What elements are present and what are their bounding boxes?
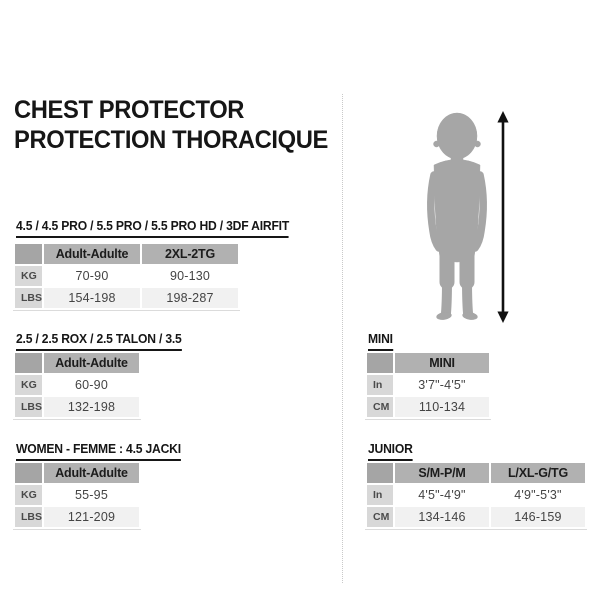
size-table-adult-25: Adult-Adulte KG 60-90 LBS 132-198 <box>13 351 141 419</box>
size-value-cell: 132-198 <box>44 397 139 417</box>
size-value-cell: 3'7"-4'5" <box>395 375 489 395</box>
heading-mini: MINI <box>368 332 393 351</box>
size-value-cell: 70-90 <box>44 266 140 286</box>
row-label: In <box>367 485 393 505</box>
table-row: LBS 132-198 <box>15 397 139 417</box>
size-value-cell: 55-95 <box>44 485 139 505</box>
size-value-cell: 146-159 <box>491 507 585 527</box>
size-table: Adult-Adulte 2XL-2TG KG 70-90 90-130 LBS 154-1… <box>13 242 240 310</box>
size-table-mini: MINI In 3'7"-4'5" CM 110-134 <box>365 351 491 419</box>
corner-cell <box>15 244 42 264</box>
column-header: Adult-Adulte <box>44 353 139 373</box>
row-label: In <box>367 375 393 395</box>
column-header: Adult-Adulte <box>44 463 139 483</box>
height-arrow <box>495 111 511 323</box>
heading-adult-45: 4.5 / 4.5 PRO / 5.5 PRO / 5.5 PRO HD / 3… <box>16 219 289 238</box>
row-label: KG <box>15 485 42 505</box>
row-label: LBS <box>15 397 42 417</box>
page-title: CHEST PROTECTOR PROTECTION THORACIQUE <box>14 95 328 155</box>
table-row: CM 134-146 146-159 <box>367 507 585 527</box>
size-value-cell: 60-90 <box>44 375 139 395</box>
size-value-cell: 154-198 <box>44 288 140 308</box>
heading-women: WOMEN - FEMME : 4.5 JACKI <box>16 442 181 461</box>
heading-adult-25: 2.5 / 2.5 ROX / 2.5 TALON / 3.5 <box>16 332 182 351</box>
size-table: MINI In 3'7"-4'5" CM 110-134 <box>365 351 491 419</box>
corner-cell <box>15 463 42 483</box>
column-header: 2XL-2TG <box>142 244 238 264</box>
corner-cell <box>15 353 42 373</box>
size-value-cell: 4'9"-5'3" <box>491 485 585 505</box>
size-value-cell: 4'5"-4'9" <box>395 485 489 505</box>
size-value-cell: 90-130 <box>142 266 238 286</box>
dotted-divider <box>342 94 343 583</box>
table-row: KG 55-95 <box>15 485 139 505</box>
row-label: LBS <box>15 507 42 527</box>
table-row: KG 60-90 <box>15 375 139 395</box>
page-title-fr: PROTECTION THORACIQUE <box>14 126 328 154</box>
size-value-cell: 121-209 <box>44 507 139 527</box>
row-label: CM <box>367 507 393 527</box>
row-label: KG <box>15 375 42 395</box>
row-label: LBS <box>15 288 42 308</box>
heading-junior: JUNIOR <box>368 442 413 461</box>
size-table: Adult-Adulte KG 55-95 LBS 121-209 <box>13 461 141 529</box>
table-row: In 3'7"-4'5" <box>367 375 489 395</box>
size-value-cell: 134-146 <box>395 507 489 527</box>
size-table: Adult-Adulte KG 60-90 LBS 132-198 <box>13 351 141 419</box>
size-table: S/M-P/M L/XL-G/TG In 4'5"-4'9" 4'9"-5'3" CM 13… <box>365 461 587 529</box>
size-table-adult-45: Adult-Adulte 2XL-2TG KG 70-90 90-130 LBS 154-1… <box>13 242 240 310</box>
size-table-junior: S/M-P/M L/XL-G/TG In 4'5"-4'9" 4'9"-5'3" CM 13… <box>365 461 587 529</box>
corner-cell <box>367 353 393 373</box>
size-value-cell: 110-134 <box>395 397 489 417</box>
column-header: Adult-Adulte <box>44 244 140 264</box>
table-row: KG 70-90 90-130 <box>15 266 238 286</box>
height-arrow-icon <box>497 111 509 323</box>
table-row: LBS 154-198 198-287 <box>15 288 238 308</box>
column-header: S/M-P/M <box>395 463 489 483</box>
column-header: MINI <box>395 353 489 373</box>
table-row: CM 110-134 <box>367 397 489 417</box>
row-label: KG <box>15 266 42 286</box>
corner-cell <box>367 463 393 483</box>
child-silhouette-icon <box>427 112 487 320</box>
column-header: L/XL-G/TG <box>491 463 585 483</box>
table-row: LBS 121-209 <box>15 507 139 527</box>
page-title-en: CHEST PROTECTOR <box>14 96 245 124</box>
table-row: In 4'5"-4'9" 4'9"-5'3" <box>367 485 585 505</box>
size-table-women: Adult-Adulte KG 55-95 LBS 121-209 <box>13 461 141 529</box>
row-label: CM <box>367 397 393 417</box>
child-silhouette <box>424 112 490 324</box>
size-value-cell: 198-287 <box>142 288 238 308</box>
